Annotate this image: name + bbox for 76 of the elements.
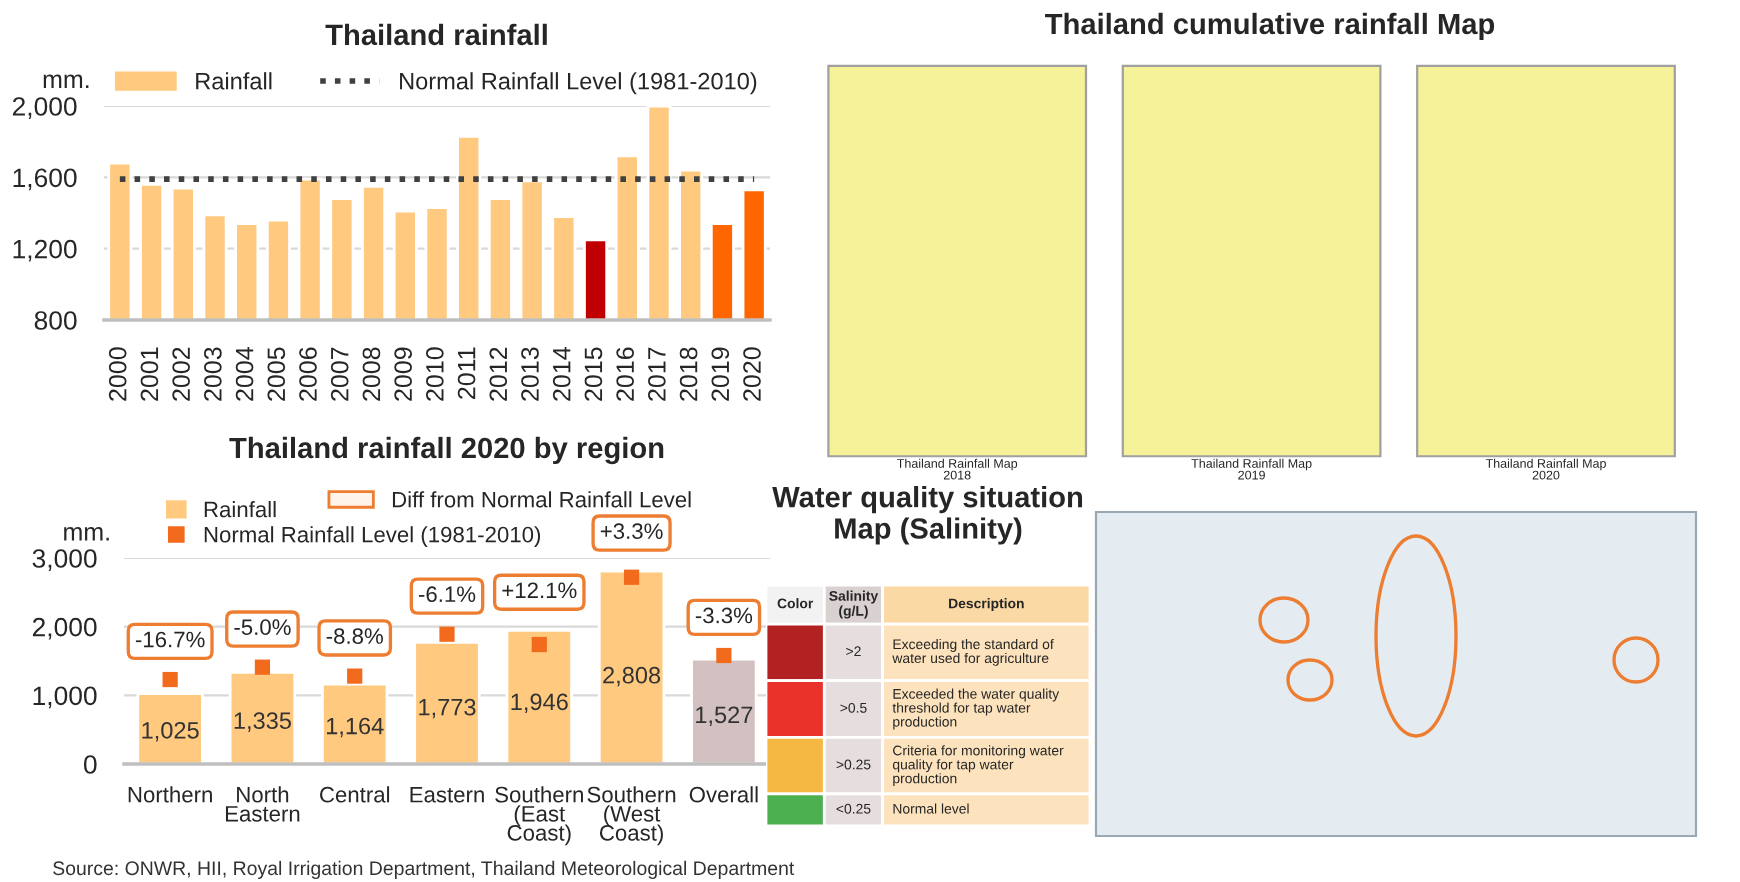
x-tick-label: 2004 <box>235 347 254 401</box>
y-axis-title: mm. <box>43 74 89 88</box>
data-label: 1,773 <box>419 698 476 719</box>
y-axis-title: mm. <box>64 527 109 541</box>
annotation: -3.3% <box>695 607 753 624</box>
legend-label: Normal Rainfall Level (1981-2010) <box>204 526 541 547</box>
y-tick-label: 1,000 <box>33 686 97 709</box>
annotation: -6.1% <box>418 586 476 603</box>
y-tick-label: 1,600 <box>13 168 77 191</box>
data-label: 2,808 <box>603 666 661 687</box>
data-label: 1,527 <box>696 706 753 726</box>
x-tick-label: 2017 <box>648 347 666 401</box>
x-tick-label: Central <box>320 786 390 803</box>
y-tick-label: 1,200 <box>13 239 77 262</box>
source-note: Source: ONWR, HII, Royal Irrigation Department, Thailand Meteorological Department <box>53 860 795 879</box>
y-tick-label: 800 <box>34 311 77 330</box>
annotation: -5.0% <box>234 619 291 636</box>
x-tick-label: 2000 <box>108 347 127 401</box>
annotation: +3.3% <box>600 523 663 540</box>
x-tick-label: 2018 <box>679 347 698 401</box>
point <box>162 671 178 688</box>
x-tick-label: 2016 <box>616 347 634 401</box>
x-tick-label: 2007 <box>330 347 349 401</box>
annotation: -16.7% <box>135 631 205 648</box>
annotation: -8.8% <box>326 628 383 644</box>
point <box>716 647 732 664</box>
x-tick-label: 2019 <box>711 347 730 401</box>
bar <box>228 670 297 764</box>
y-tick-label: 2,000 <box>12 97 77 119</box>
x-tick-label: 2009 <box>394 347 412 401</box>
data-label: 1,025 <box>142 721 199 742</box>
x-tick-label: Eastern <box>410 787 484 803</box>
x-tick-label: 2020 <box>743 347 761 401</box>
x-tick-label: Overall <box>689 786 758 803</box>
x-tick-label: 2006 <box>299 347 317 401</box>
point <box>254 659 271 675</box>
annotation: +12.1% <box>502 582 577 599</box>
x-tick-label: 2008 <box>362 347 381 401</box>
x-tick-label: 2002 <box>172 347 190 401</box>
data-label: 1,946 <box>511 693 568 713</box>
x-tick-label: North Eastern <box>225 786 300 822</box>
x-tick-label: 2011 <box>457 347 476 399</box>
data-label: 1,335 <box>234 712 291 732</box>
x-tick-label: Southern (West Coast) <box>587 786 676 846</box>
x-tick-label: 2014 <box>552 347 571 401</box>
x-tick-label: Southern (East Coast) <box>495 786 583 846</box>
data-label: 1,164 <box>326 717 384 738</box>
legend-label: Rainfall <box>196 72 272 90</box>
x-tick-label: Northern <box>128 786 212 803</box>
y-tick-label: 3,000 <box>32 549 97 571</box>
x-tick-label: 2001 <box>140 347 159 401</box>
x-tick-label: 2015 <box>584 347 603 401</box>
x-tick-label: 2005 <box>267 347 286 401</box>
bar <box>413 640 481 764</box>
chart-title: Thailand rainfall <box>325 23 547 46</box>
bar <box>597 569 666 764</box>
legend-label: Rainfall <box>204 501 276 518</box>
point <box>531 636 547 653</box>
y-tick-label: 0 <box>83 755 97 774</box>
bar <box>321 682 389 764</box>
text: Thailand cumulative rainfall Map <box>1045 12 1495 41</box>
point <box>623 569 640 585</box>
x-tick-label: 2010 <box>426 347 444 401</box>
y-tick-label: 2,000 <box>32 617 97 640</box>
chart-title: Thailand rainfall 2020 by region <box>229 436 664 465</box>
x-tick-label: 2012 <box>489 347 508 401</box>
bar <box>505 628 573 764</box>
x-tick-label: 2013 <box>521 347 539 401</box>
point <box>439 626 455 642</box>
legend-label: Normal Rainfall Level (1981-2010) <box>400 72 757 95</box>
bar <box>136 692 204 764</box>
bar <box>690 657 758 764</box>
text: Water quality situation Map (Salinity) <box>772 486 1083 545</box>
x-tick-label: 2003 <box>204 347 222 401</box>
text: Diff from Normal Rainfall Level <box>392 491 691 508</box>
point <box>347 668 363 684</box>
